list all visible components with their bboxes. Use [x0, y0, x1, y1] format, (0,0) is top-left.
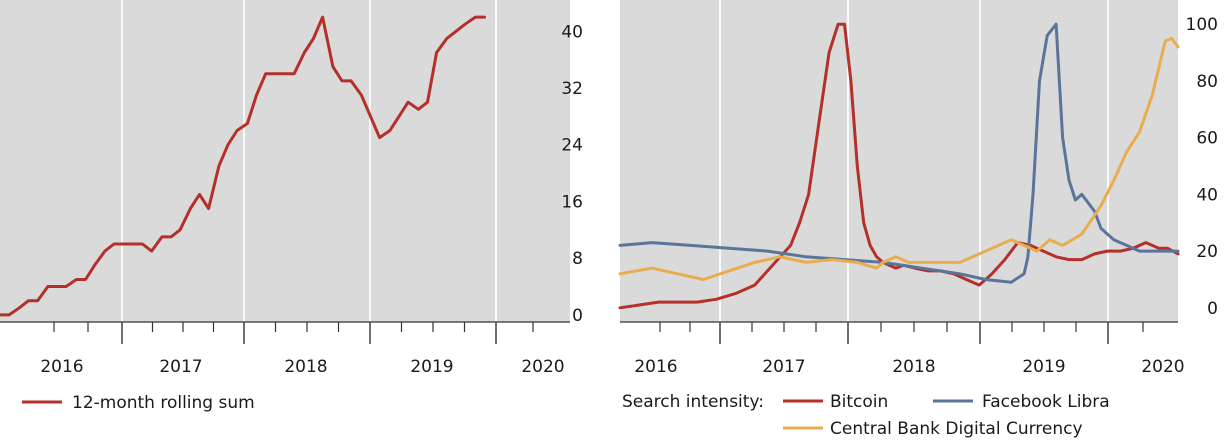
right-y-tick-label: 40 — [1196, 185, 1218, 205]
right-legend-prefix: Search intensity: — [622, 392, 764, 412]
left-year-label: 2016 — [40, 357, 83, 377]
left-y-tick-label: 32 — [561, 79, 583, 99]
right-year-label: 2016 — [634, 357, 677, 377]
right-y-tick-label: 20 — [1196, 242, 1218, 262]
bitcoin-legend-label: Bitcoin — [830, 392, 888, 412]
left-year-label: 2020 — [521, 357, 564, 377]
left-y-tick-label: 24 — [561, 136, 583, 156]
libra-legend-label: Facebook Libra — [982, 392, 1110, 412]
left-panel: 2016 2017 2018 2019 2020 0 8 16 24 32 40 12-m… — [0, 0, 583, 413]
right-y-tick-label: 60 — [1196, 129, 1218, 149]
right-year-label: 2018 — [892, 357, 935, 377]
right-year-label: 2017 — [762, 357, 805, 377]
cbdc-legend-label: Central Bank Digital Currency — [830, 419, 1083, 439]
left-y-tick-label: 16 — [561, 192, 583, 212]
left-legend: 12-month rolling sum — [22, 393, 255, 413]
left-y-tick-label: 0 — [572, 306, 583, 326]
right-legend: Search intensity: Bitcoin Facebook Libra… — [622, 392, 1110, 439]
right-y-tick-label: 80 — [1196, 72, 1218, 92]
right-year-label: 2019 — [1022, 357, 1065, 377]
left-year-label: 2019 — [410, 357, 453, 377]
left-legend-label: 12-month rolling sum — [72, 393, 255, 413]
left-year-label: 2018 — [284, 357, 327, 377]
left-plot-background — [0, 0, 570, 322]
left-y-tick-label: 8 — [572, 249, 583, 269]
right-panel: 2016 2017 2018 2019 2020 0 20 40 60 80 100 Se… — [618, 0, 1218, 439]
facebook-libra-line — [618, 22, 1180, 284]
bitcoin-line — [618, 22, 1180, 310]
12-month-rolling-sum-line — [0, 15, 486, 317]
central-bank-digital-currency-line — [618, 36, 1180, 281]
left-year-label: 2017 — [159, 357, 202, 377]
right-year-label: 2020 — [1141, 357, 1184, 377]
left-y-tick-label: 40 — [561, 22, 583, 42]
right-plot-background — [620, 0, 1178, 322]
right-y-tick-label: 0 — [1207, 299, 1218, 319]
right-y-tick-label: 100 — [1186, 15, 1218, 35]
